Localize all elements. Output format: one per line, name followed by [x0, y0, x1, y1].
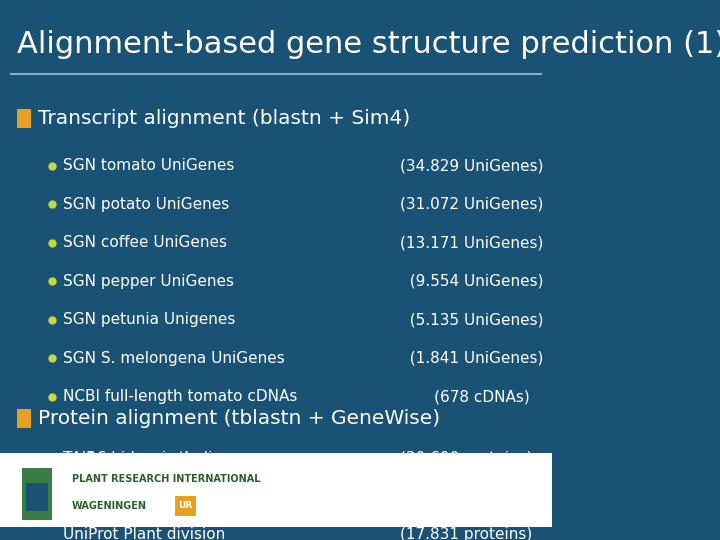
Text: SGN tomato UniGenes: SGN tomato UniGenes: [63, 158, 235, 173]
Text: SGN potato UniGenes: SGN potato UniGenes: [63, 197, 230, 212]
Text: proteome: proteome: [154, 451, 233, 465]
Text: (34.829 UniGenes): (34.829 UniGenes): [400, 158, 544, 173]
Text: UR: UR: [179, 501, 193, 510]
Text: (31.072 UniGenes): (31.072 UniGenes): [400, 197, 544, 212]
Text: Oryza sativa: Oryza sativa: [84, 489, 180, 504]
Text: (5.135 UniGenes): (5.135 UniGenes): [400, 312, 544, 327]
Text: Alignment-based gene structure prediction (1): Alignment-based gene structure predictio…: [17, 30, 720, 59]
FancyBboxPatch shape: [175, 496, 196, 516]
FancyBboxPatch shape: [17, 409, 31, 428]
Text: PLANT RESEARCH INTERNATIONAL: PLANT RESEARCH INTERNATIONAL: [72, 474, 260, 484]
Text: SGN coffee UniGenes: SGN coffee UniGenes: [63, 235, 228, 251]
Text: UniProt Plant division: UniProt Plant division: [63, 526, 226, 540]
Text: SGN pepper UniGenes: SGN pepper UniGenes: [63, 274, 235, 289]
Text: SGN petunia Unigenes: SGN petunia Unigenes: [63, 312, 236, 327]
FancyBboxPatch shape: [0, 453, 552, 526]
Text: Transcript alignment (blastn + Sim4): Transcript alignment (blastn + Sim4): [37, 109, 410, 128]
Text: (30.690 proteins): (30.690 proteins): [400, 451, 533, 465]
Text: (62.827 proteins): (62.827 proteins): [400, 489, 542, 504]
Text: (13.171 UniGenes): (13.171 UniGenes): [400, 235, 544, 251]
Text: WAGENINGEN: WAGENINGEN: [72, 501, 147, 511]
Text: Arabidopsis thaliana: Arabidopsis thaliana: [84, 451, 240, 465]
Text: SGN S. melongena UniGenes: SGN S. melongena UniGenes: [63, 350, 285, 366]
Text: (17.831 proteins): (17.831 proteins): [400, 526, 533, 540]
Text: TIGR4: TIGR4: [63, 489, 114, 504]
Text: NCBI full-length tomato cDNAs: NCBI full-length tomato cDNAs: [63, 389, 298, 404]
Text: (9.554 UniGenes): (9.554 UniGenes): [400, 274, 544, 289]
Text: proteome: proteome: [126, 489, 205, 504]
FancyBboxPatch shape: [22, 468, 53, 521]
FancyBboxPatch shape: [27, 483, 48, 511]
FancyBboxPatch shape: [17, 109, 31, 128]
Text: TAIR6: TAIR6: [63, 451, 112, 465]
Text: (1.841 UniGenes): (1.841 UniGenes): [400, 350, 544, 366]
Text: (678 cDNAs): (678 cDNAs): [400, 389, 530, 404]
Text: Protein alignment (tblastn + GeneWise): Protein alignment (tblastn + GeneWise): [37, 409, 440, 428]
